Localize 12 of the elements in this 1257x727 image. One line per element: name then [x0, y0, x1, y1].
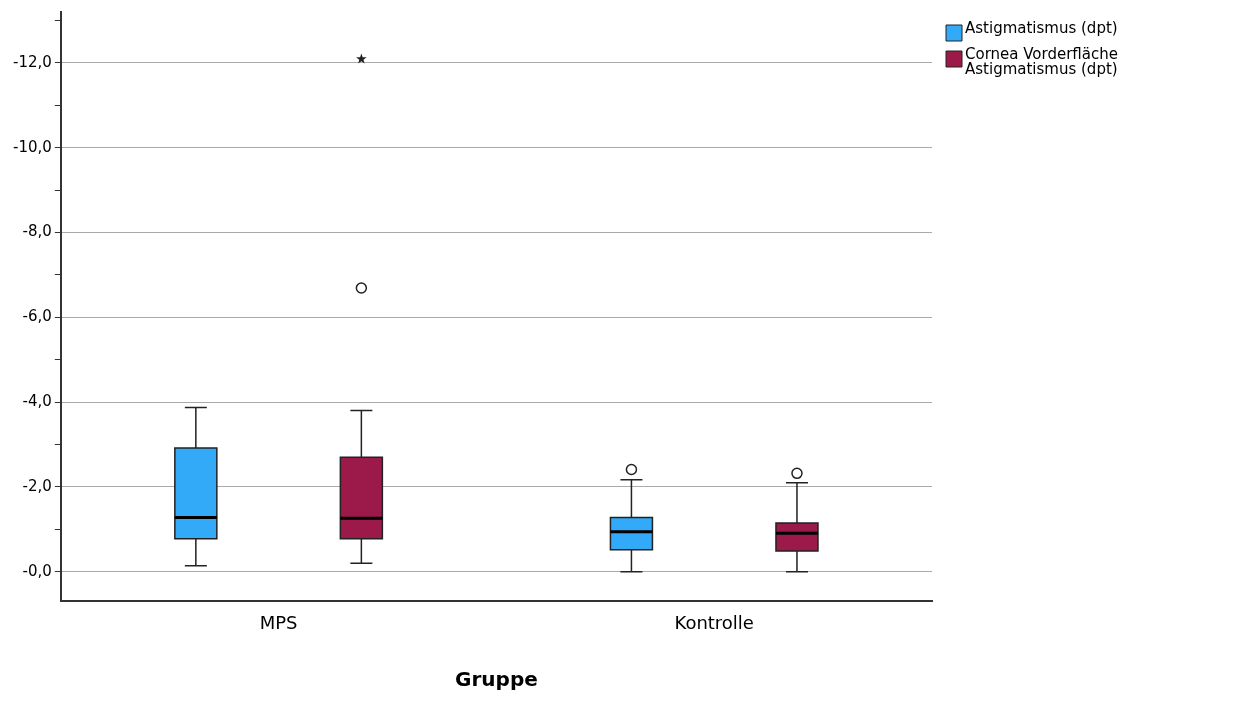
y-tick-label: -12,0 [13, 52, 52, 71]
y-tick-label: -10,0 [13, 137, 52, 156]
y-tick-label: -2,0 [22, 476, 52, 495]
y-tick-label: -6,0 [22, 307, 52, 326]
legend-label: Astigmatismus (dpt) [965, 19, 1118, 38]
y-tick-label: -0,0 [22, 561, 52, 580]
x-tick-label: MPS [259, 611, 298, 633]
y-tick-label: -4,0 [22, 392, 52, 410]
legend-label: Cornea Vorderfläche Astigmatismus (dpt) [965, 45, 1118, 79]
x-axis-title: Gruppe [455, 667, 538, 692]
x-tick-label: Kontrolle [674, 611, 754, 633]
y-tick-label: -8,0 [22, 222, 52, 241]
